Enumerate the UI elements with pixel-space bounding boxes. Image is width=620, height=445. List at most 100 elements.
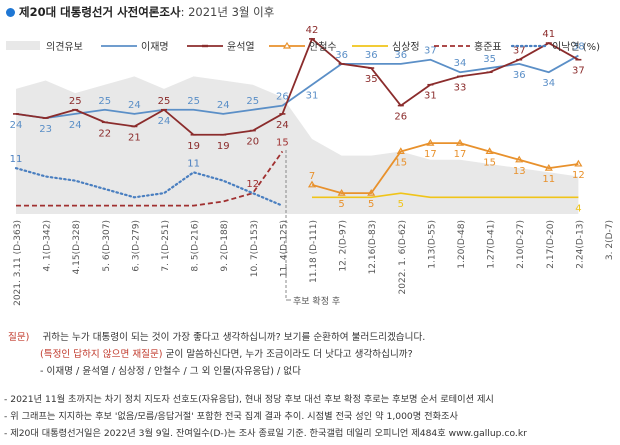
value-label-yoon-18: 41: [542, 29, 555, 40]
value-label-yoon-6: 19: [187, 141, 200, 152]
point-ahn-13: [396, 147, 405, 155]
value-label-lee-10: 31: [306, 91, 319, 102]
footnote-2: - 위 그래프는 지지하는 후보 '없음/모름/응답거절' 포함한 전국 집계 …: [4, 411, 458, 422]
question-followup-text: 굳이 말씀하신다면, 누가 조금이라도 더 낫다고 생각하십니까?: [162, 349, 413, 360]
value-label-lee-8: 25: [246, 96, 259, 107]
point-ahn-15: [455, 138, 465, 146]
series-line-hong: [16, 150, 284, 207]
value-label-yoon-19: 37: [572, 66, 585, 77]
point-ahn-12: [367, 188, 376, 196]
value-label-lee-19: 38: [572, 42, 585, 53]
x-tick-label-18: 2.17(D-20): [546, 220, 556, 269]
question-followup-label: (특정인 답하지 않으면 재질문): [40, 349, 163, 360]
series-line-nak: [14, 167, 284, 207]
value-label-yoon-5: 25: [158, 96, 171, 107]
legend-label-nak: 이낙연 (%): [552, 41, 600, 53]
value-label-ahn-17: 13: [513, 166, 526, 177]
x-tick-label-6: 8. 5(D-216): [191, 220, 201, 272]
value-label-sim-19: 4: [575, 203, 581, 214]
x-tick-label-12: 12.16(D-83): [368, 220, 378, 274]
value-label-lee-14: 37: [424, 46, 437, 57]
series-line-lee: [15, 54, 579, 119]
value-label-lee-4: 24: [128, 100, 141, 111]
value-label-ahn-19: 12: [572, 170, 585, 181]
value-label-lee-17: 36: [513, 70, 526, 81]
point-ahn-17: [515, 155, 524, 163]
value-label-yoon-15: 33: [454, 82, 467, 93]
value-label-lee-1: 23: [39, 124, 52, 135]
x-tick-label-0: 2021. 3.11 (D-363): [13, 220, 23, 306]
value-label-yoon-2: 25: [69, 96, 82, 107]
value-label-ahn-18: 11: [542, 174, 555, 185]
point-ahn-14: [426, 138, 435, 146]
point-ahn-18: [544, 163, 553, 171]
value-label-ahn-15: 17: [454, 149, 467, 160]
value-label-ahn-12: 5: [368, 199, 374, 210]
value-label-yoon-17: 37: [513, 46, 526, 57]
value-label-lee-9: 26: [276, 92, 289, 103]
value-label-lee-11: 36: [335, 50, 348, 61]
value-label-lee-13: 36: [394, 50, 407, 61]
x-tick-label-11: 12. 2(D-97): [339, 220, 349, 272]
bullet-icon: [6, 8, 15, 17]
legend-swatch-band: [6, 41, 40, 50]
legend-label-band: 의견유보: [46, 41, 83, 53]
chart-title: 제20대 대통령선거 사전여론조사: [19, 5, 181, 19]
value-label-yoon-8: 20: [246, 137, 259, 148]
legend-label-yoon: 윤석열: [227, 41, 255, 53]
value-label-lee-2: 24: [69, 120, 82, 131]
legend-marker-ahn: [282, 41, 292, 49]
line-chart: 후보 확정 후 24 23 24 25 24 24 25 24 25 26 31 36 36 36 37 34 3…: [6, 25, 615, 307]
x-tick-label-20: 3. 2(D-7): [605, 220, 615, 260]
x-tick-label-14: 1.13(D-55): [427, 220, 437, 269]
x-tick-label-5: 7. 1(D-251): [161, 220, 171, 272]
value-label-yoon-4: 21: [128, 132, 141, 143]
value-label-ahn-14: 17: [424, 149, 437, 160]
value-label-ahn-10: 7: [309, 171, 315, 182]
value-label-lee-7: 24: [217, 100, 230, 111]
question-text: 귀하는 누가 대통령이 되는 것이 가장 좋다고 생각하십니까? 보기를 순환하…: [42, 332, 426, 343]
value-label-lee-6: 25: [187, 96, 200, 107]
x-tick-label-7: 9. 2(D-188): [220, 220, 230, 272]
value-label-lee-16: 35: [483, 54, 496, 65]
value-label-ahn-16: 15: [483, 157, 496, 168]
x-tick-label-4: 6. 3(D-279): [131, 220, 141, 272]
value-label-yoon-10: 42: [306, 25, 319, 36]
question-label: 질문): [8, 332, 30, 343]
series-line-ahn: [311, 142, 579, 195]
value-label-yoon-7: 19: [217, 141, 230, 152]
x-tick-label-16: 1.27(D-41): [487, 220, 497, 269]
legend-label-ahn: 안철수: [309, 41, 337, 53]
x-tick-label-3: 5. 6(D-307): [102, 220, 112, 272]
value-label-lee-12: 36: [365, 50, 378, 61]
x-tick-label-19: 2.24(D-13): [575, 220, 585, 269]
x-tick-label-13: 2022. 1. 6(D-62): [398, 220, 408, 294]
value-label-lee-0: 24: [10, 120, 23, 131]
chart-subtitle: : 2021년 3월 이후: [180, 5, 275, 19]
value-label-nak-0: 11: [10, 154, 23, 165]
series-line-sim: [312, 192, 579, 199]
question-line-2: (특정인 답하지 않으면 재질문) 굳이 말씀하신다면, 누가 조금이라도 더 …: [40, 346, 413, 360]
value-label-yoon-3: 22: [98, 128, 111, 139]
x-tick-label-8: 10. 7(D-153): [250, 220, 260, 277]
legend-label-lee: 이재명: [141, 41, 169, 53]
legend-label-sim: 심상정: [392, 41, 420, 53]
point-ahn-11: [337, 188, 346, 196]
point-ahn-19: [574, 159, 583, 167]
question-options: - 이재명 / 윤석열 / 심상정 / 안철수 / 그 외 인물(자유응답) /…: [40, 363, 301, 377]
point-ahn-16: [485, 147, 494, 155]
question-options-text: - 이재명 / 윤석열 / 심상정 / 안철수 / 그 외 인물(자유응답) /…: [40, 366, 301, 377]
footnote-3: - 제20대 대통령선거일은 2022년 3월 9일. 잔여일수(D-)는 조사…: [4, 428, 527, 439]
series-line-yoon: [15, 37, 579, 136]
value-label-lee-3: 25: [98, 96, 111, 107]
x-tick-label-10: 11.18 (D-111): [309, 220, 319, 283]
value-label-sim-13: 5: [398, 199, 404, 210]
point-ahn-10: [307, 180, 317, 188]
value-label-ahn-13: 15: [394, 157, 407, 168]
value-label-yoon-12: 35: [365, 74, 378, 85]
value-label-nak-6: 11: [187, 158, 200, 169]
x-tick-label-17: 2.10(D-27): [516, 220, 526, 269]
legend-label-hong: 홍준표: [474, 40, 502, 53]
value-label-lee-5: 24: [158, 116, 171, 127]
value-label-yoon-14: 31: [424, 91, 437, 102]
